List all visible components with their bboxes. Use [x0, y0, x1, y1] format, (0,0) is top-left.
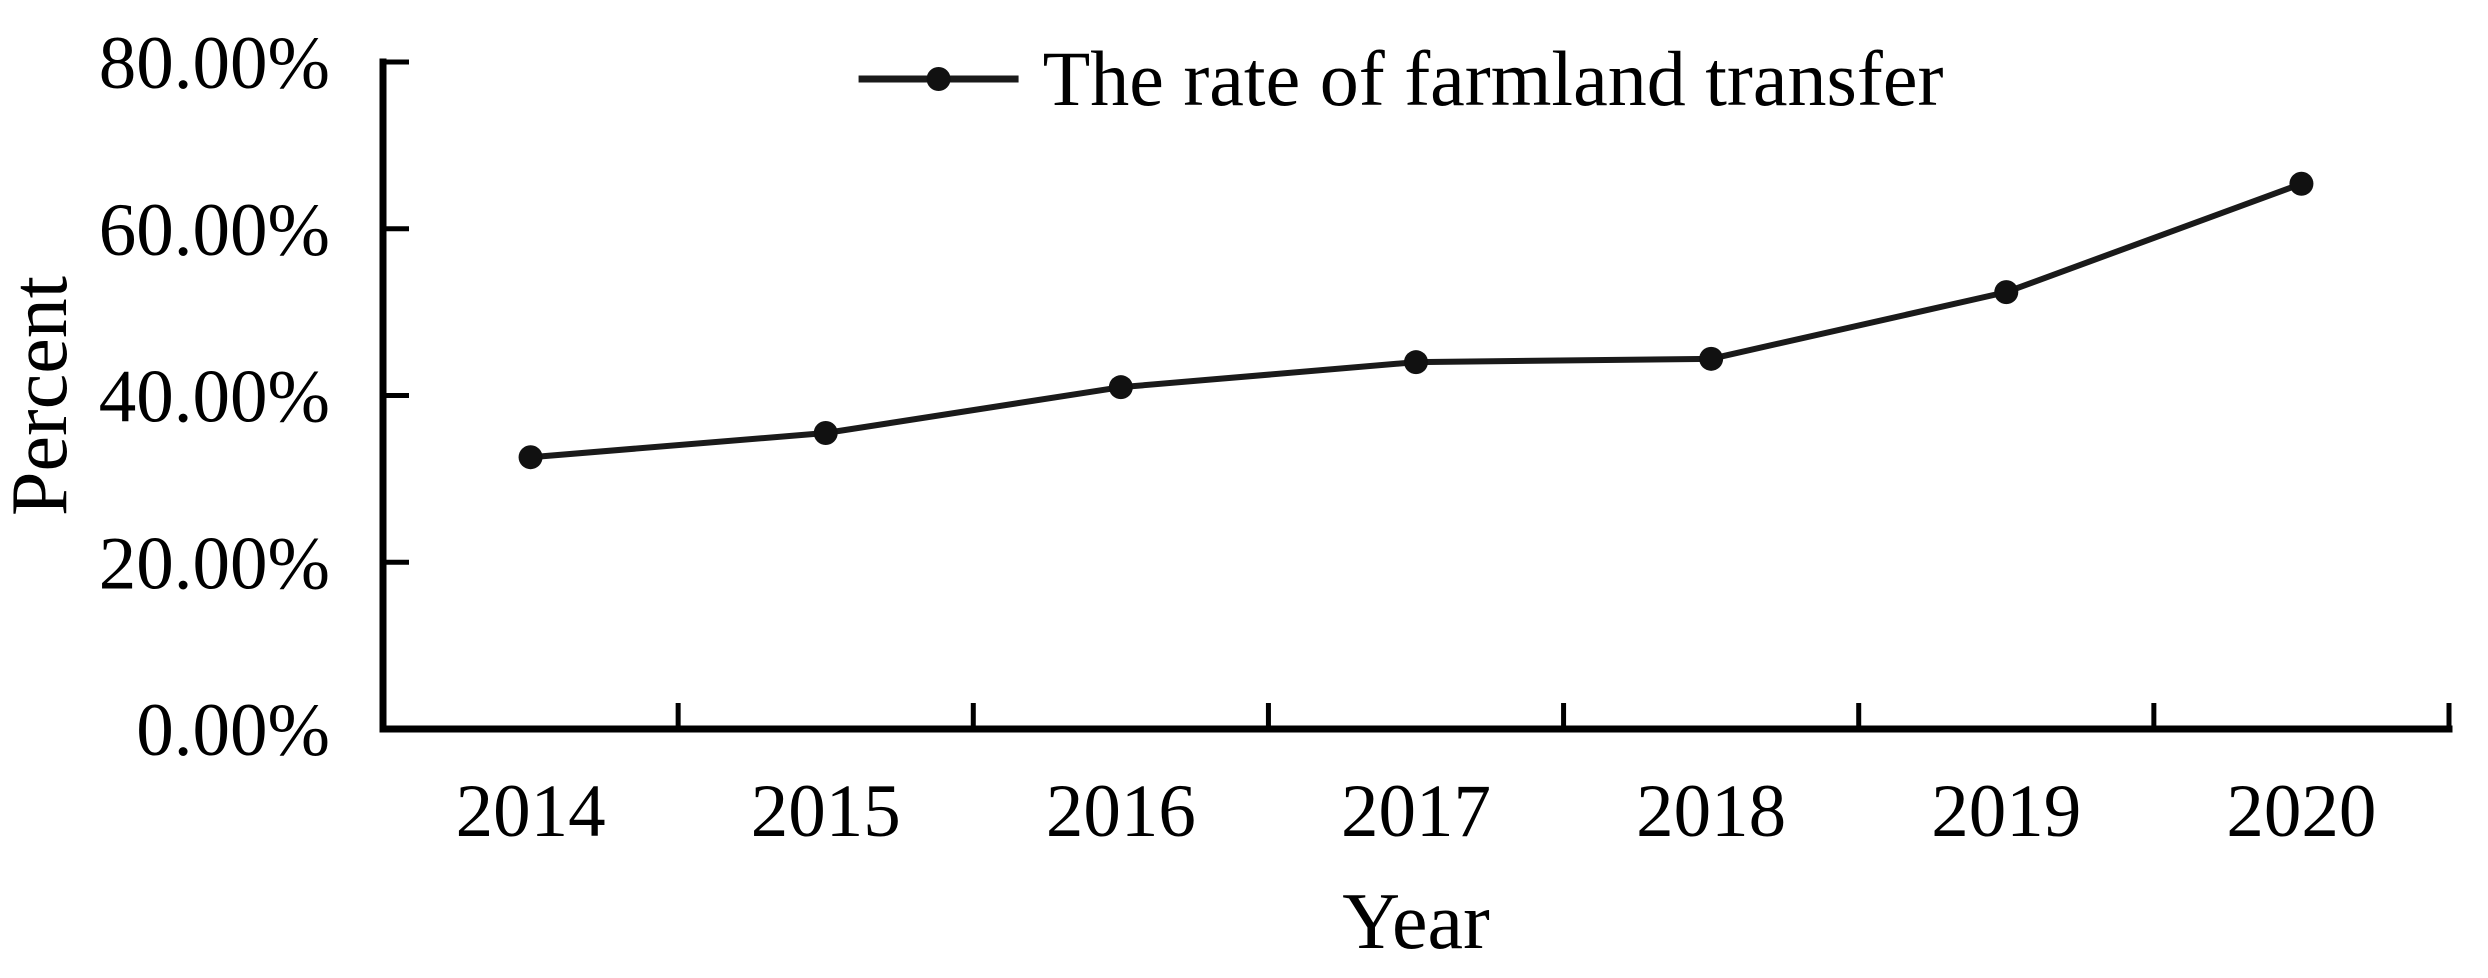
data-point-marker-2020	[2289, 171, 2314, 196]
x-tick-label: 2020	[2226, 770, 2376, 853]
axis-frame	[379, 58, 2453, 733]
data-point-marker-2019	[1994, 280, 2019, 305]
data-series	[518, 171, 2314, 470]
x-tick-label: 2017	[1341, 770, 1491, 853]
x-tick-label: 2016	[1046, 770, 1196, 853]
y-axis-title: Percent	[0, 276, 84, 516]
data-point-marker-2014	[518, 445, 543, 470]
legend: The rate of farmland transfer	[857, 35, 1944, 122]
data-point-marker-2015	[813, 421, 838, 446]
legend-series-label: The rate of farmland transfer	[1042, 35, 1944, 122]
axis-tick-labels: 0.00% 20.00% 40.00% 60.00% 80.00% 2014 2015 201…	[99, 22, 2377, 853]
y-tick-label: 60.00%	[99, 189, 330, 272]
x-tick-label: 2015	[751, 770, 901, 853]
series-line	[527, 180, 2305, 461]
y-tick-label: 40.00%	[99, 356, 330, 439]
data-point-marker-2016	[1108, 375, 1133, 400]
axis-ticks	[383, 59, 2452, 732]
y-tick-label: 20.00%	[99, 522, 330, 605]
x-tick-label: 2019	[1931, 770, 2081, 853]
data-point-marker-2017	[1404, 350, 1428, 375]
y-tick-label: 80.00%	[99, 22, 330, 105]
x-tick-label: 2018	[1636, 770, 1786, 853]
y-tick-label: 0.00%	[136, 689, 330, 772]
x-tick-label: 2014	[456, 770, 606, 853]
legend-line-marker-icon	[858, 66, 1019, 91]
x-axis-title: Year	[1342, 878, 1489, 966]
data-point-marker-2018	[1699, 346, 1724, 371]
